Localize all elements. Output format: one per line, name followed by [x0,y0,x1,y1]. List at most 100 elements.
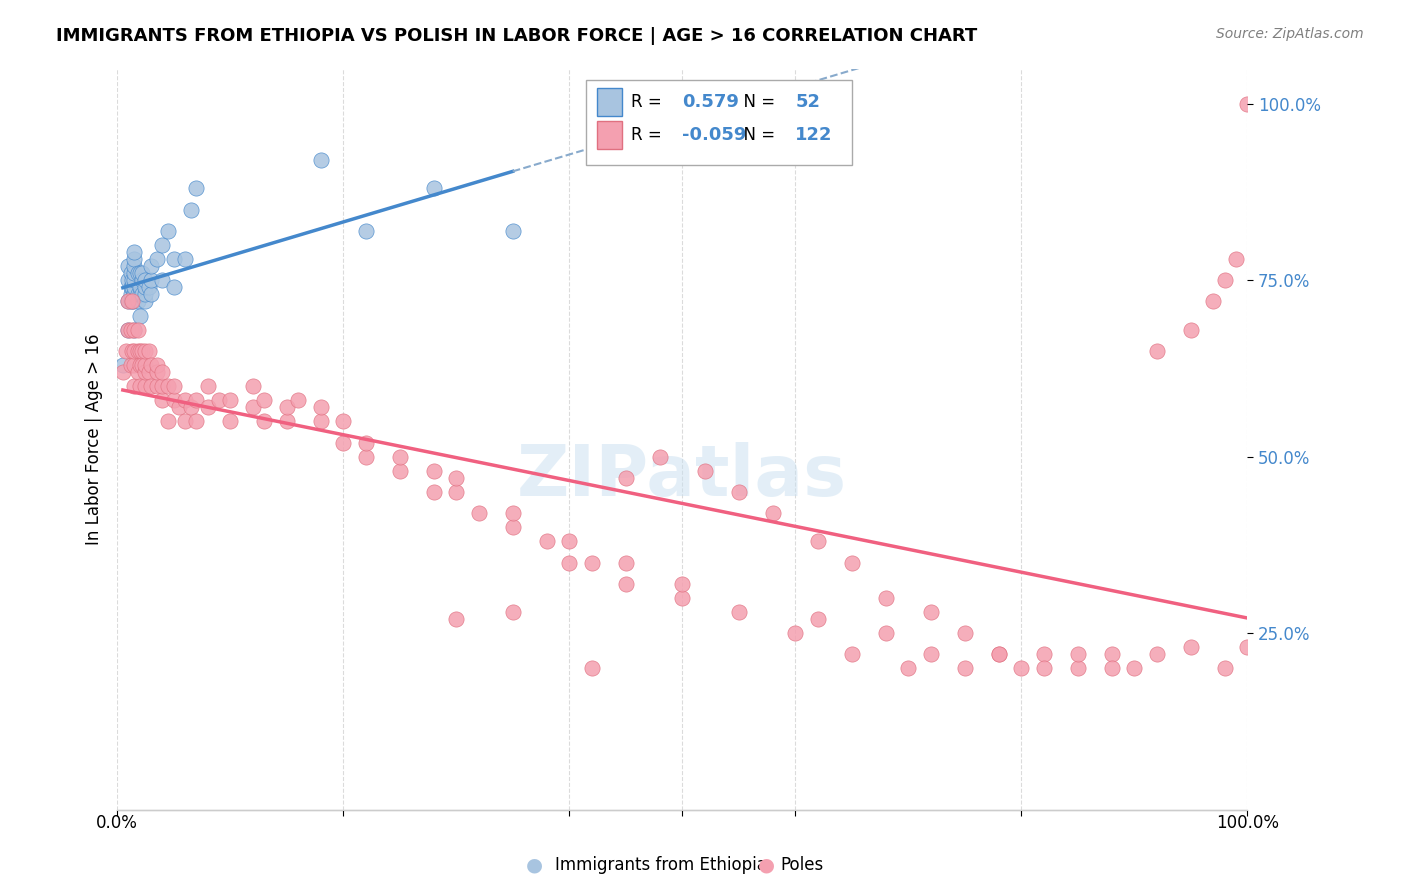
Point [122,379,145,393]
Point [875,626,897,640]
Point [134,343,156,358]
Text: Immigrants from Ethiopia: Immigrants from Ethiopia [555,856,768,874]
Point [1146,647,1168,661]
Point [117,323,139,337]
Point [807,534,830,549]
Point [120,358,142,372]
Point [502,605,524,619]
Point [145,358,167,372]
Point [309,401,332,415]
Point [614,471,637,485]
Point [536,534,558,549]
Point [121,343,143,358]
Point [122,245,145,260]
Point [122,358,145,372]
Point [253,414,276,428]
Point [614,556,637,570]
Point [134,379,156,393]
Point [1101,661,1123,675]
Point [131,287,153,301]
Point [128,379,150,393]
Point [468,506,491,520]
Point [134,358,156,372]
Point [1180,323,1202,337]
FancyBboxPatch shape [598,121,623,149]
Point [120,280,142,294]
Point [138,343,160,358]
Point [1032,647,1054,661]
Point [122,323,145,337]
Point [150,238,173,252]
Point [502,506,524,520]
Point [920,605,942,619]
Point [127,294,149,309]
Point [134,294,156,309]
Point [354,450,377,464]
Point [987,647,1010,661]
Point [186,414,208,428]
Point [127,323,149,337]
Point [174,393,197,408]
Text: Source: ZipAtlas.com: Source: ZipAtlas.com [1216,27,1364,41]
Text: 0.579: 0.579 [682,93,740,111]
Point [117,323,139,337]
Point [186,181,208,195]
Point [122,287,145,301]
Point [163,379,186,393]
Point [581,556,603,570]
Point [807,612,830,626]
Text: 52: 52 [796,93,820,111]
Text: -0.059: -0.059 [682,126,747,145]
Point [139,358,162,372]
Point [444,612,467,626]
Text: N =: N = [733,93,780,111]
Point [388,464,411,478]
Point [242,401,264,415]
Point [920,647,942,661]
Point [1213,273,1236,287]
Point [332,414,354,428]
Point [122,280,145,294]
Text: R =: R = [631,93,668,111]
Y-axis label: In Labor Force | Age > 16: In Labor Force | Age > 16 [86,334,103,545]
Point [131,343,153,358]
Point [219,414,242,428]
Point [127,287,149,301]
Point [841,647,863,661]
Point [186,393,208,408]
Point [163,393,186,408]
Point [138,365,160,379]
Point [502,520,524,534]
Point [157,379,180,393]
Point [122,266,145,280]
Text: Poles: Poles [780,856,824,874]
Text: R =: R = [631,126,668,145]
Point [128,266,150,280]
Point [134,273,156,287]
Point [444,471,467,485]
Point [120,266,142,280]
Point [127,266,149,280]
Point [422,485,444,500]
Point [134,287,156,301]
Text: ZIPatlas: ZIPatlas [517,442,848,510]
Point [785,626,807,640]
Point [128,280,150,294]
Point [163,252,186,266]
Point [242,379,264,393]
Point [163,280,186,294]
Point [150,379,173,393]
Point [987,647,1010,661]
Point [139,273,162,287]
Point [444,485,467,500]
Point [208,393,231,408]
Text: 122: 122 [796,126,832,145]
Point [115,343,138,358]
Point [276,414,298,428]
Point [121,294,143,309]
Point [174,252,197,266]
Text: IMMIGRANTS FROM ETHIOPIA VS POLISH IN LABOR FORCE | AGE > 16 CORRELATION CHART: IMMIGRANTS FROM ETHIOPIA VS POLISH IN LA… [56,27,977,45]
Point [1067,661,1090,675]
Point [128,309,150,323]
FancyBboxPatch shape [598,87,623,116]
